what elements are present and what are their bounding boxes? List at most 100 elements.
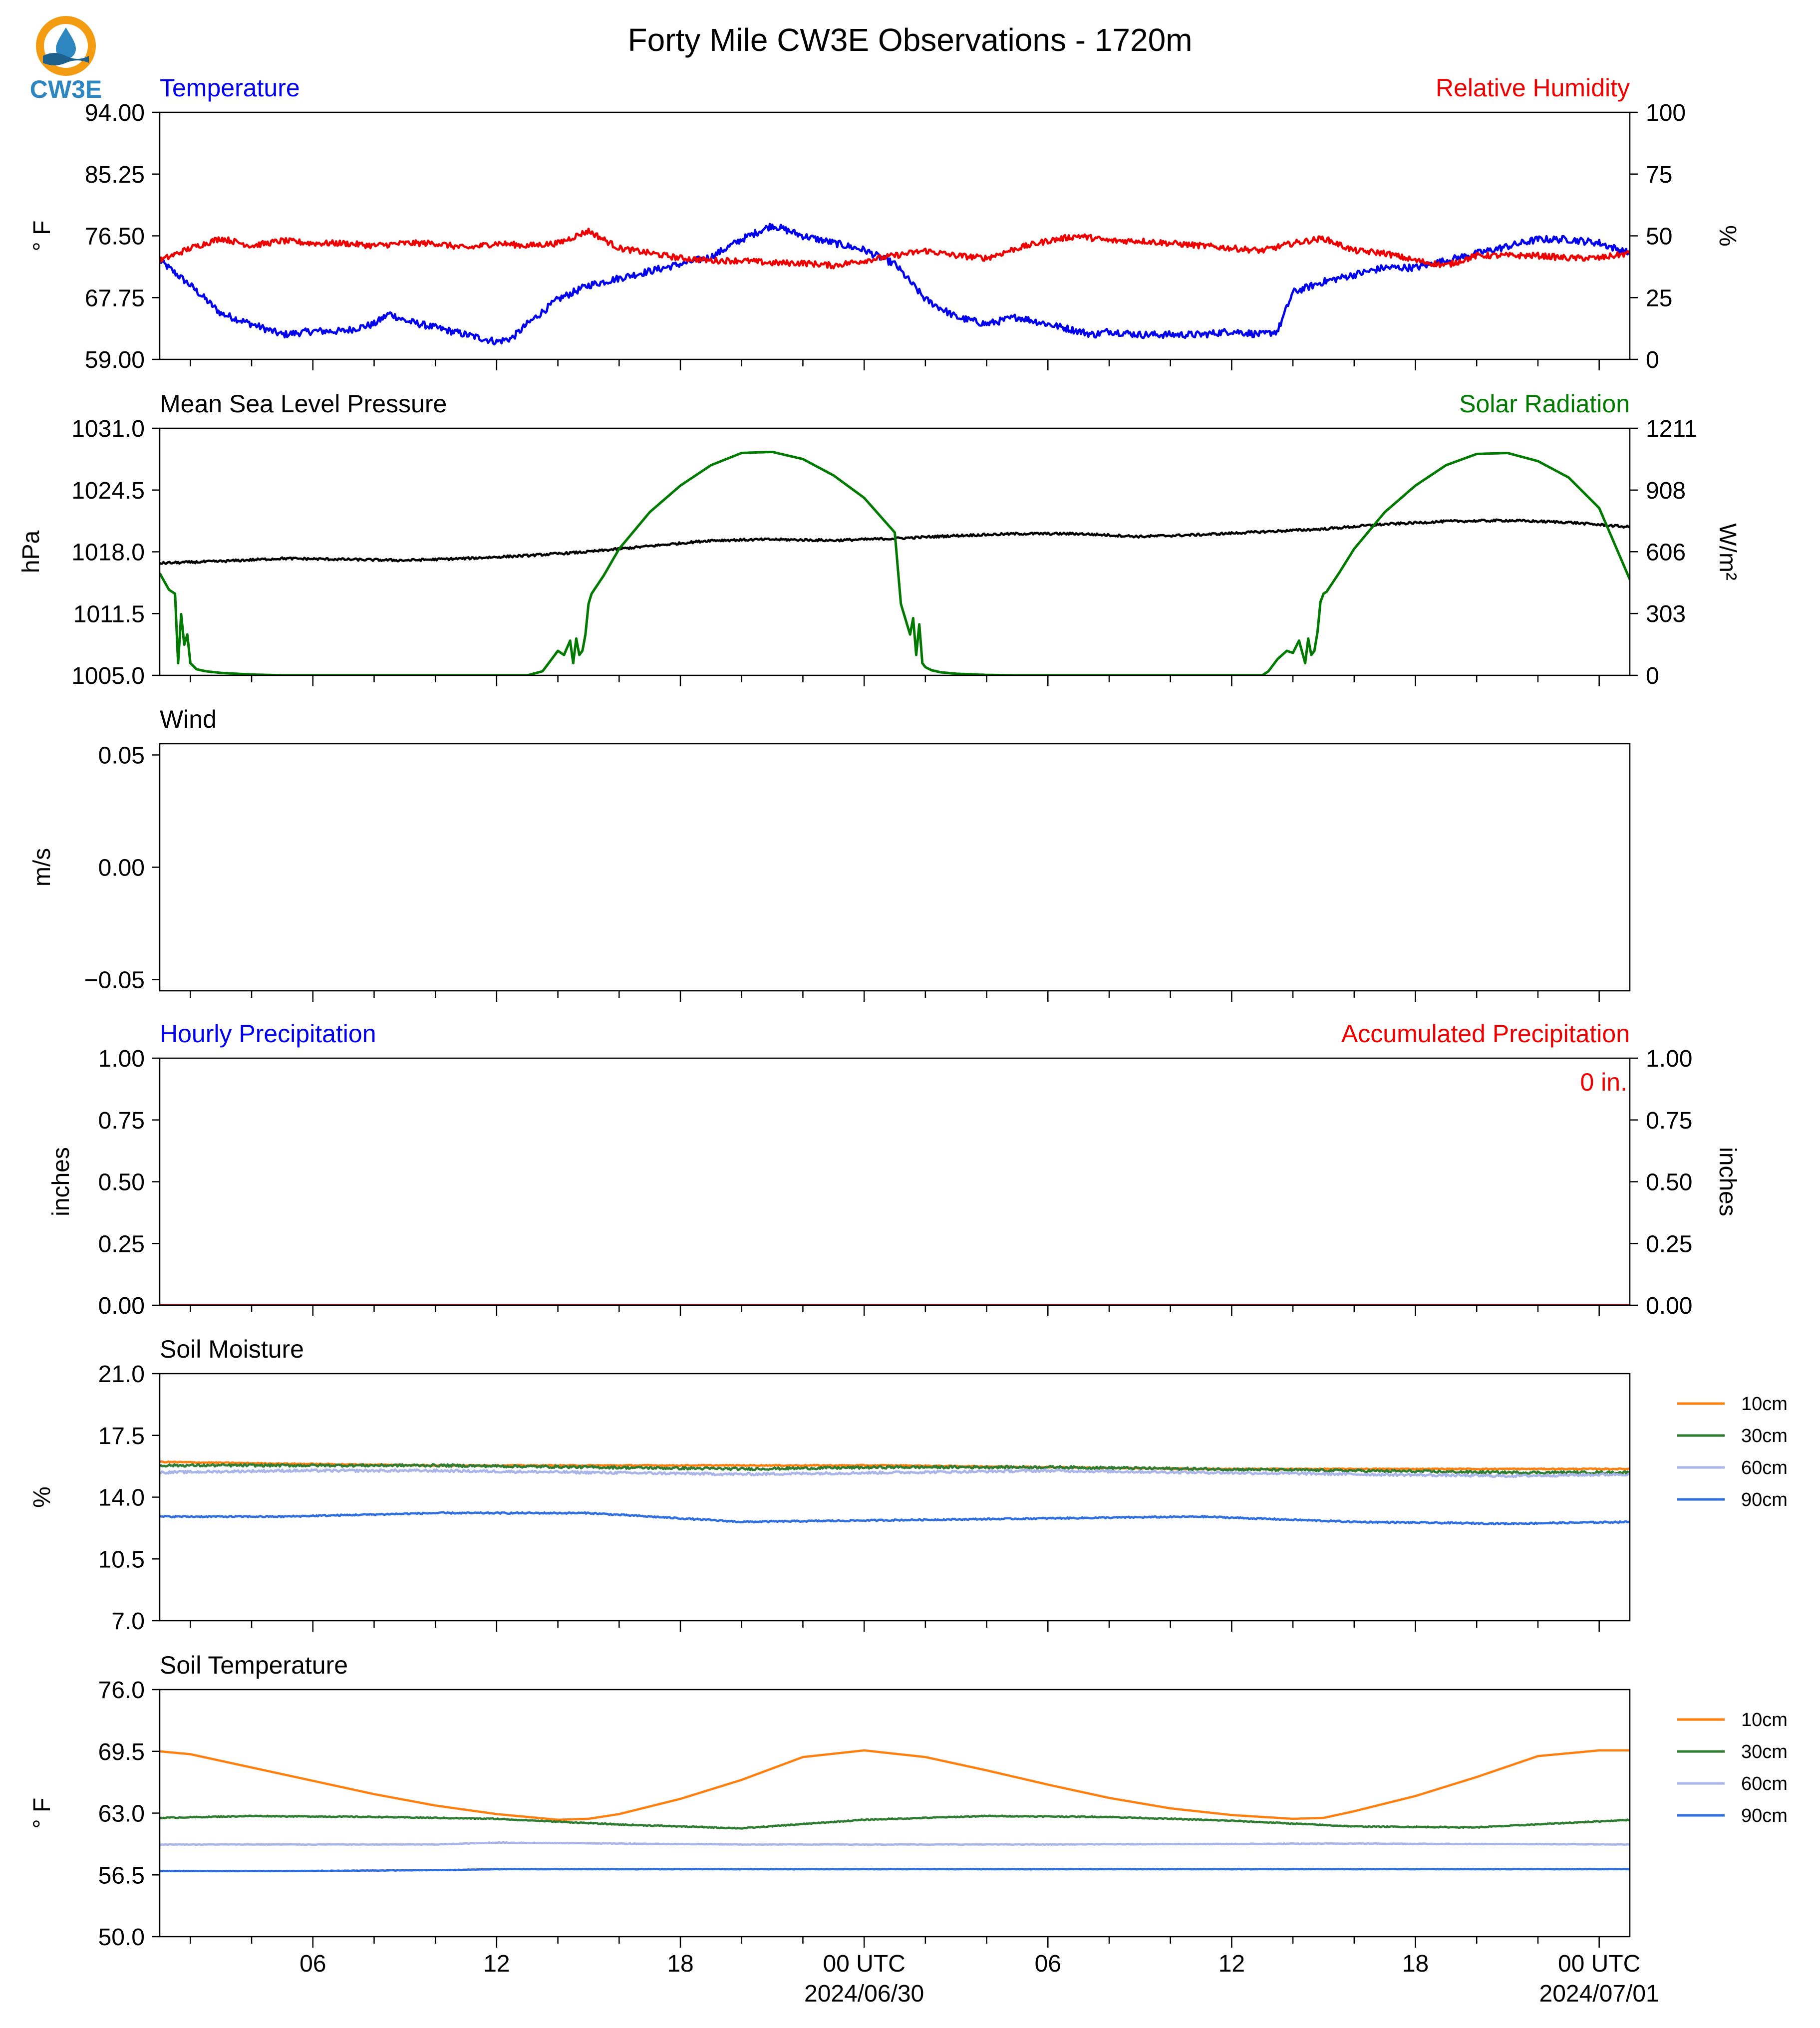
x-tick-label: 12 [1218, 1951, 1245, 1977]
y-tick-label: 63.0 [98, 1801, 145, 1827]
y-tick-label: 17.5 [98, 1423, 145, 1449]
panel-right-title: Accumulated Precipitation [1341, 1020, 1630, 1048]
y-axis-label: hPa [18, 530, 44, 573]
x-tick-label: 06 [1035, 1951, 1061, 1977]
y2-tick-label: 1211 [1646, 416, 1697, 442]
y-tick-label: 1.00 [98, 1046, 145, 1072]
y2-tick-label: 0 [1646, 663, 1659, 689]
y2-tick-label: 50 [1646, 224, 1672, 250]
plot-frame [159, 1057, 1631, 1306]
series-group [160, 223, 1630, 346]
y-axis-label: m/s [29, 848, 55, 886]
y-tick-label: 0.25 [98, 1231, 145, 1257]
series-line-90cm [160, 1511, 1630, 1526]
panel-left-title: Soil Moisture [160, 1335, 304, 1363]
y-tick-label: 14.0 [98, 1485, 145, 1511]
series-group [160, 1749, 1630, 1873]
y-axis-label: ° F [29, 221, 55, 252]
series-line-relative-humidity [160, 227, 1630, 270]
series-line-60cm [160, 1841, 1630, 1846]
y-tick-label: −0.05 [84, 967, 145, 994]
y2-tick-label: 908 [1646, 478, 1686, 504]
y-tick-label: 67.75 [85, 285, 145, 311]
legend-label: 90cm [1741, 1805, 1788, 1826]
y2-tick-label: 25 [1646, 285, 1672, 311]
y-tick-label: 0.00 [98, 1293, 145, 1319]
y-tick-label: 76.0 [98, 1677, 145, 1704]
y-tick-label: 94.00 [85, 100, 145, 126]
logo-text: CW3E [30, 75, 102, 103]
legend-label: 30cm [1741, 1426, 1788, 1447]
y-tick-label: 0.05 [98, 743, 145, 769]
series-line-90cm [160, 1868, 1630, 1873]
y-axis-label: inches [48, 1147, 74, 1216]
y-axis-label: ° F [29, 1798, 55, 1829]
panel-precip: 0.00 0.25 0.50 0.75 1.00 0.00 0.25 0.50 0.75 1.00… [48, 1020, 1741, 1319]
series-line-temperature [160, 223, 1630, 346]
series-group [160, 450, 1630, 675]
panel-pressure-solar: 1005.0 1011.5 1018.0 1024.5 1031.0 0 303 606 908… [18, 390, 1741, 689]
y2-tick-label: 1.00 [1646, 1046, 1692, 1072]
panel-left-title: Mean Sea Level Pressure [160, 390, 447, 418]
panels: 59.00 67.75 76.50 85.25 94.00 0 25 50 75 100 Tempe… [18, 74, 1788, 1951]
y2-axis-label: % [1714, 225, 1741, 247]
y2-tick-label: 100 [1646, 100, 1686, 126]
logo-wave-icon [43, 53, 89, 65]
y-tick-label: 85.25 [85, 162, 145, 188]
figure-title: Forty Mile CW3E Observations - 1720m [628, 22, 1193, 58]
panel-wind: −0.05 0.00 0.05 Wind m/s [29, 705, 1631, 1002]
legend-label: 90cm [1741, 1489, 1788, 1510]
panel-left-title: Wind [160, 705, 217, 733]
y-tick-label: 59.00 [85, 347, 145, 373]
y-tick-label: 1018.0 [71, 540, 145, 566]
y2-axis-label: inches [1714, 1147, 1741, 1216]
panel-soil-moisture: 7.0 10.5 14.0 17.5 21.0 Soil Moisture% 10cm 30c… [29, 1335, 1788, 1635]
legend-label: 60cm [1741, 1773, 1788, 1794]
plot-frame [159, 1689, 1631, 1938]
y-tick-label: 76.50 [85, 224, 145, 250]
x-date-label: 2024/06/30 [804, 1981, 924, 2007]
legend-label: 10cm [1741, 1394, 1788, 1415]
y-tick-label: 7.0 [111, 1608, 145, 1635]
panel-right-title: Solar Radiation [1459, 390, 1630, 418]
x-tick-label: 18 [1402, 1951, 1429, 1977]
y-tick-label: 1005.0 [71, 663, 145, 689]
y-tick-label: 1011.5 [73, 601, 145, 627]
y2-axis-label: W/m² [1714, 523, 1741, 580]
series-line-30cm [160, 1463, 1630, 1475]
panel-left-title: Temperature [160, 74, 300, 102]
x-tick-label: 00 UTC [1558, 1951, 1640, 1977]
y2-tick-label: 0.50 [1646, 1169, 1692, 1196]
series-line-60cm [160, 1468, 1630, 1478]
y-tick-label: 0.50 [98, 1169, 145, 1196]
panel-right-title: Relative Humidity [1436, 74, 1630, 102]
y-axis-label: % [29, 1486, 55, 1508]
x-tick-label: 06 [300, 1951, 326, 1977]
panel-temp-rh: 59.00 67.75 76.50 85.25 94.00 0 25 50 75 100 Tempe… [29, 74, 1741, 373]
plot-frame [159, 427, 1631, 676]
x-date-label: 2024/07/01 [1539, 1981, 1659, 2007]
logo-ring [36, 16, 96, 76]
y-tick-label: 1024.5 [71, 478, 145, 504]
y-tick-label: 21.0 [98, 1361, 145, 1388]
legend-label: 60cm [1741, 1457, 1788, 1478]
y2-tick-label: 0.00 [1646, 1293, 1692, 1319]
y-tick-label: 50.0 [98, 1924, 145, 1951]
y2-tick-label: 303 [1646, 601, 1686, 627]
x-tick-label: 12 [483, 1951, 510, 1977]
y2-tick-label: 75 [1646, 162, 1672, 188]
y2-tick-label: 606 [1646, 539, 1686, 566]
y-tick-label: 1031.0 [71, 416, 145, 442]
series-group [160, 1460, 1630, 1526]
x-axis: 06 12 18 00 UTC 2024/06/30 06 12 18 00 UTC 2024/0… [300, 1951, 1659, 2007]
panel-left-title: Hourly Precipitation [160, 1020, 376, 1048]
y-tick-label: 10.5 [98, 1546, 145, 1573]
y-tick-label: 69.5 [98, 1739, 145, 1765]
panel-left-title: Soil Temperature [160, 1651, 348, 1679]
accumulated-total-label: 0 in. [1580, 1068, 1627, 1096]
y2-tick-label: 0 [1646, 347, 1659, 373]
legend-label: 30cm [1741, 1741, 1788, 1762]
plot-frame [159, 1373, 1631, 1622]
plot-frame [159, 743, 1631, 992]
